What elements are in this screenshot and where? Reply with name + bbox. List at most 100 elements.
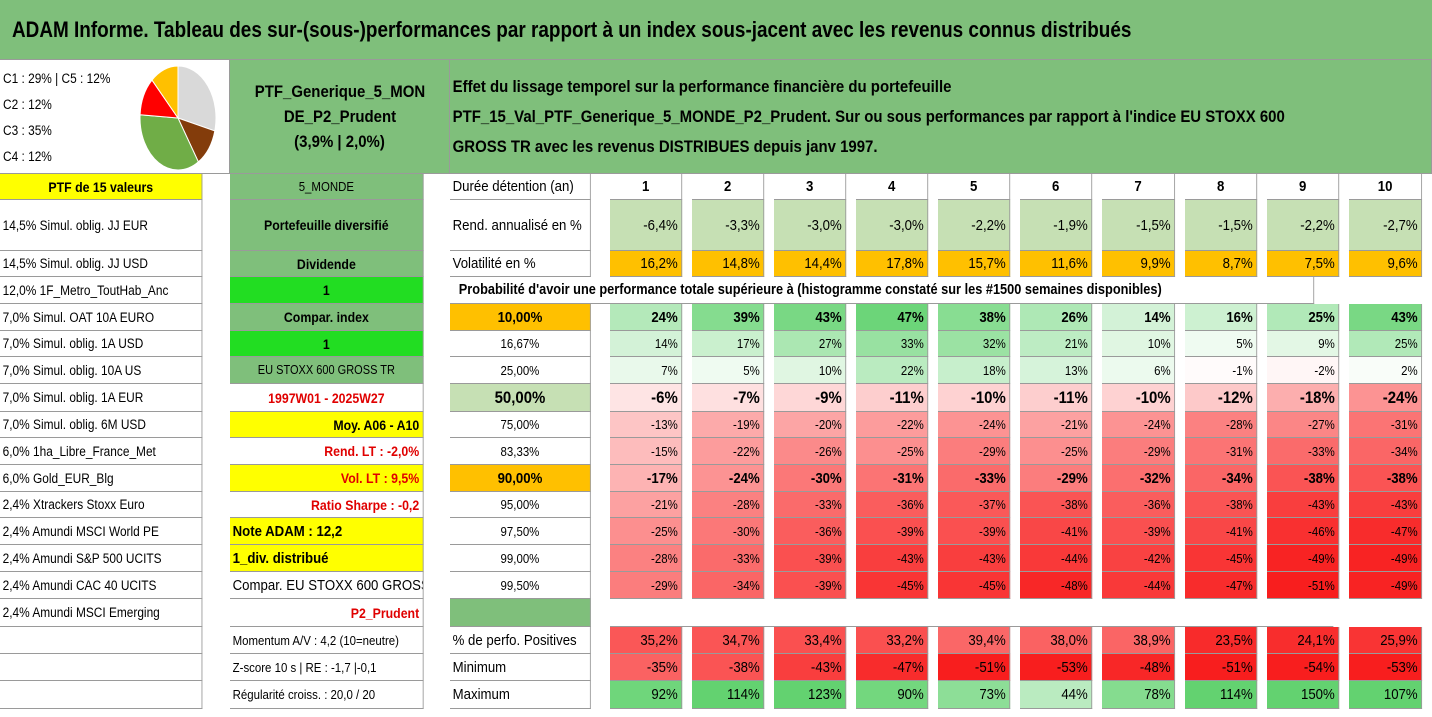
vol-value: 7,5% xyxy=(1267,251,1340,277)
year-header: 3 xyxy=(774,174,847,200)
year-header: 2 xyxy=(692,174,765,200)
vol-value: 15,7% xyxy=(938,251,1011,277)
probability-value: 24% xyxy=(610,304,683,331)
probability-value: -7% xyxy=(692,384,765,412)
probability-value: 21% xyxy=(1020,331,1093,357)
holding-row: 2,4% Amundi MSCI World PE xyxy=(0,518,203,545)
param-cell: 1 xyxy=(230,277,424,304)
probability-value: -25% xyxy=(610,518,683,545)
probability-value: -33% xyxy=(1267,438,1340,465)
maximum-value: 73% xyxy=(938,681,1011,709)
year-header: 7 xyxy=(1102,174,1176,200)
param-cell: Portefeuille diversifié xyxy=(230,200,424,251)
probability-value: -28% xyxy=(1185,412,1258,438)
holding-row: 7,0% Simul. oblig. 6M USD xyxy=(0,412,203,438)
probability-value: -12% xyxy=(1185,384,1258,412)
pie-slice-3 xyxy=(139,114,199,171)
positive-share-value: 39,4% xyxy=(938,627,1011,654)
probability-value: -44% xyxy=(1020,545,1093,572)
probability-value: 17% xyxy=(692,331,765,357)
probability-value: -30% xyxy=(692,518,765,545)
probability-value: -36% xyxy=(1102,492,1176,518)
probability-threshold: 97,50% xyxy=(450,518,591,545)
probability-value: -49% xyxy=(1349,572,1423,599)
vol-value: 9,6% xyxy=(1349,251,1423,277)
summary-label: Minimum xyxy=(450,654,591,681)
probability-threshold: 99,00% xyxy=(450,545,591,572)
probability-value: -27% xyxy=(1267,412,1340,438)
indicator-cell: Momentum A/V : 4,2 (10=neutre) xyxy=(230,627,424,654)
probability-value: -34% xyxy=(1185,465,1258,492)
year-header: 9 xyxy=(1267,174,1340,200)
probability-value: -2% xyxy=(1267,357,1340,384)
minimum-value: -35% xyxy=(610,654,683,681)
duration-label: Durée détention (an) xyxy=(450,174,591,200)
probability-value: -38% xyxy=(1185,492,1258,518)
vol-value: 14,8% xyxy=(692,251,765,277)
probability-value: 43% xyxy=(774,304,847,331)
probability-value: -39% xyxy=(938,518,1011,545)
probability-value: -44% xyxy=(1102,572,1176,599)
maximum-value: 90% xyxy=(856,681,929,709)
probability-value: 5% xyxy=(1185,331,1258,357)
description-text: Effet du lissage temporel sur la perform… xyxy=(452,76,1285,156)
probability-value: -37% xyxy=(938,492,1011,518)
maximum-value: 114% xyxy=(692,681,765,709)
probability-value: -1% xyxy=(1185,357,1258,384)
probability-value: -21% xyxy=(1020,412,1093,438)
maximum-value: 123% xyxy=(774,681,847,709)
vol-value: 8,7% xyxy=(1185,251,1258,277)
probability-value: -30% xyxy=(774,465,847,492)
probability-value: 47% xyxy=(856,304,929,331)
param-cell: Compar. EU STOXX 600 GROSS TR xyxy=(230,572,424,599)
probability-value: -13% xyxy=(610,412,683,438)
probability-value: 38% xyxy=(938,304,1011,331)
probability-value: -43% xyxy=(938,545,1011,572)
empty-cell xyxy=(0,654,203,681)
probability-value: -34% xyxy=(692,572,765,599)
probability-value: 25% xyxy=(1267,304,1340,331)
probability-value: 10% xyxy=(1102,331,1176,357)
vol-label: Volatilité en % xyxy=(450,251,591,277)
positive-share-value: 35,2% xyxy=(610,627,683,654)
maximum-value: 114% xyxy=(1185,681,1258,709)
probability-value: -25% xyxy=(1020,438,1093,465)
param-cell: Moy. A06 - A10 xyxy=(230,412,424,438)
param-cell: Rend. LT : -2,0% xyxy=(230,438,424,465)
maximum-value: 92% xyxy=(610,681,683,709)
minimum-value: -51% xyxy=(1185,654,1258,681)
probability-value: -33% xyxy=(938,465,1011,492)
param-cell: EU STOXX 600 GROSS TR xyxy=(230,357,424,384)
param-cell: Dividende xyxy=(230,251,424,277)
probability-value: 25% xyxy=(1349,331,1423,357)
minimum-value: -47% xyxy=(856,654,929,681)
rend-value: -3,0% xyxy=(856,200,929,251)
probability-value: -49% xyxy=(1349,545,1423,572)
probability-threshold: 50,00% xyxy=(450,384,591,412)
allocation-pie-chart xyxy=(139,65,217,171)
probability-value: -41% xyxy=(1020,518,1093,545)
maximum-value: 107% xyxy=(1349,681,1423,709)
rend-value: -2,7% xyxy=(1349,200,1423,251)
description-cell: Effet du lissage temporel sur la perform… xyxy=(450,60,1432,174)
probability-value: -15% xyxy=(610,438,683,465)
probability-value: -28% xyxy=(610,545,683,572)
probability-value: 39% xyxy=(692,304,765,331)
indicator-cell: Régularité croiss. : 20,0 / 20 xyxy=(230,681,424,709)
probability-threshold: 83,33% xyxy=(450,438,591,465)
probability-value: -46% xyxy=(1267,518,1340,545)
param-cell: Vol. LT : 9,5% xyxy=(230,465,424,492)
probability-value: -39% xyxy=(774,572,847,599)
probability-value: -20% xyxy=(774,412,847,438)
positive-share-value: 33,2% xyxy=(856,627,929,654)
minimum-value: -48% xyxy=(1102,654,1176,681)
probability-value: -45% xyxy=(856,572,929,599)
probability-value: -36% xyxy=(774,518,847,545)
portfolio-name: PTF_Generique_5_MONDE_P2_Prudent xyxy=(254,82,425,126)
vol-value: 9,9% xyxy=(1102,251,1176,277)
portfolio-stats: (3,9% | 2,0%) xyxy=(294,132,385,151)
probability-value: 16% xyxy=(1185,304,1258,331)
holding-row: 2,4% Amundi S&P 500 UCITS xyxy=(0,545,203,572)
probability-value: -24% xyxy=(938,412,1011,438)
